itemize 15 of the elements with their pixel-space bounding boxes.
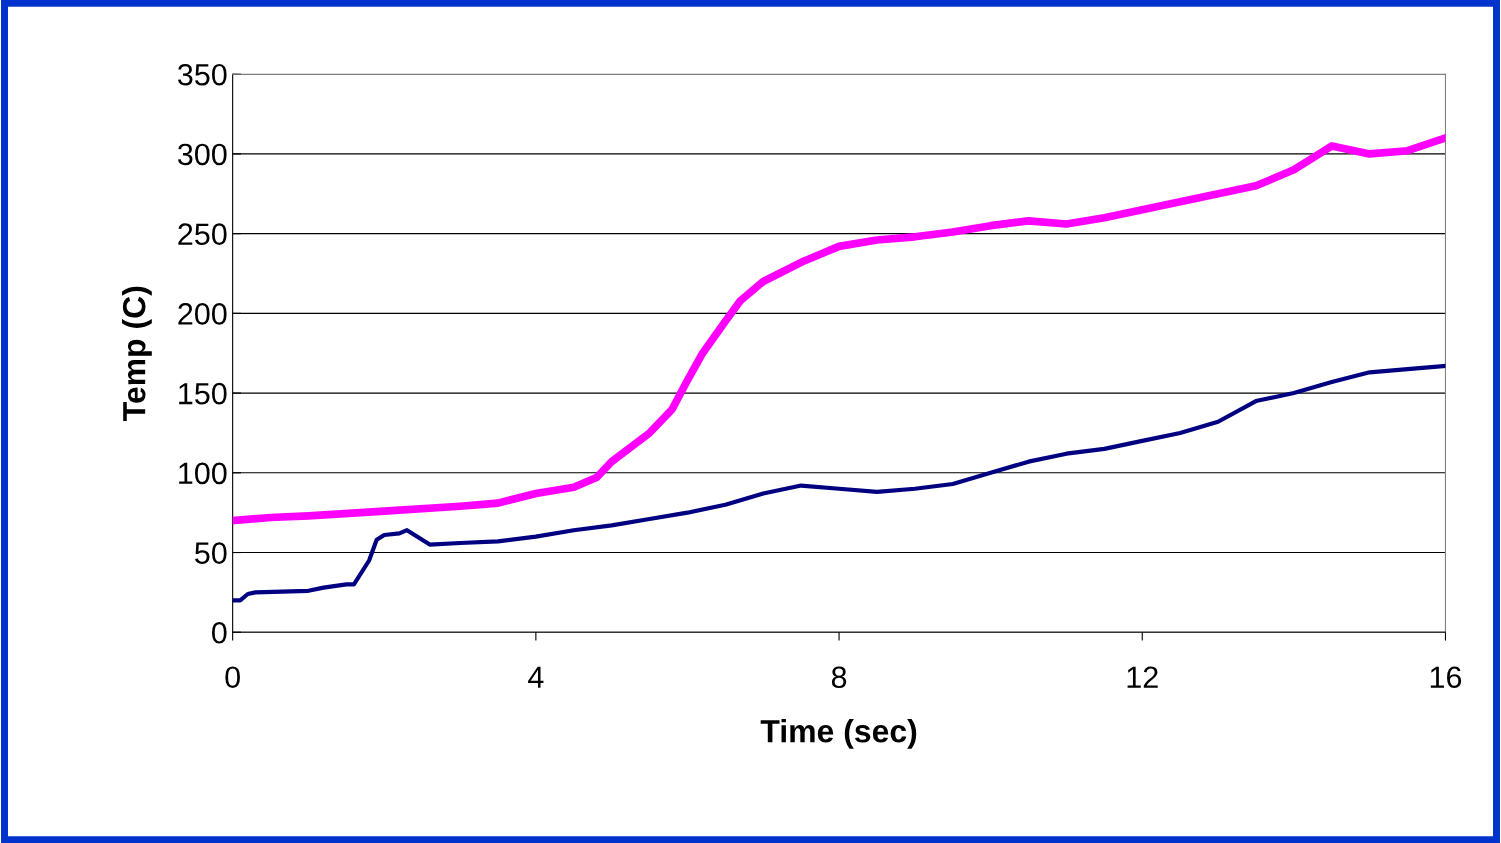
line-series — [232, 363, 1446, 603]
y-tick-label: 250 — [178, 223, 227, 245]
y-tick-label: 200 — [178, 303, 227, 325]
y-tick-label: 150 — [179, 382, 227, 405]
x-axis-title: Time (sec) — [760, 719, 917, 749]
x-tick-label: 8 — [831, 666, 847, 689]
x-tick-label: 12 — [1127, 666, 1158, 688]
y-tick-label: 50 — [195, 542, 227, 564]
x-tick-label: 16 — [1430, 666, 1462, 689]
y-tick-label: 300 — [177, 143, 227, 166]
y-tick-label: 350 — [177, 63, 227, 86]
y-tick-label: 0 — [212, 621, 227, 644]
x-tick-label: 4 — [528, 666, 544, 688]
y-axis-title: Temp (C) — [122, 286, 152, 421]
y-tick-label: 100 — [179, 462, 227, 485]
